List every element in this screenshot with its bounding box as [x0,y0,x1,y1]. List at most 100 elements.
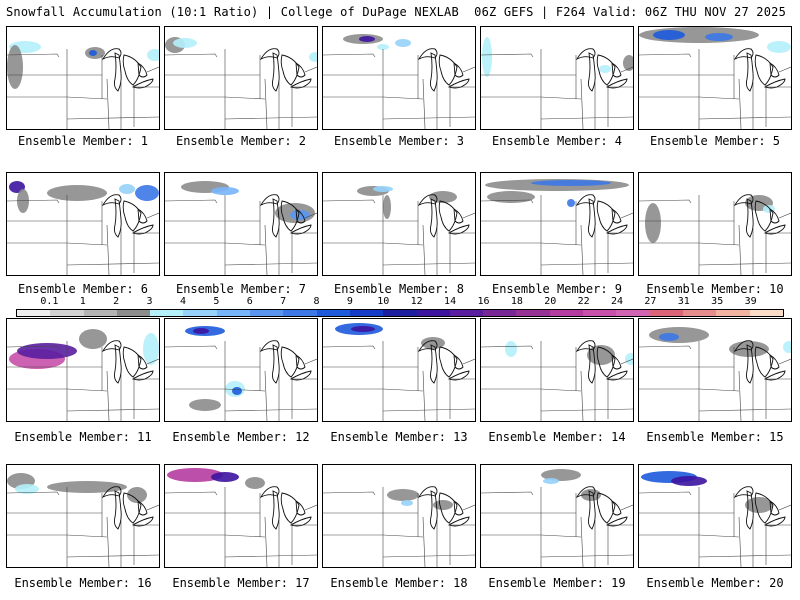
state-border [620,358,633,365]
state-border [304,358,317,365]
ensemble-member-label: Ensemble Member: 12 [172,430,310,444]
state-border [382,554,475,558]
great-lakes-outline [605,516,628,527]
state-border [66,534,108,538]
great-lakes-outline [280,200,300,232]
snowfall-area [625,353,633,365]
great-lakes-outline [769,62,780,78]
colorbar-tick-label: 2 [113,296,120,307]
state-border [304,212,317,219]
great-lakes-outline [417,48,438,61]
state-border [304,504,317,511]
snowfall-area [119,184,135,194]
great-lakes-outline [769,354,780,370]
colorbar-labels: 0.1 1 2 3 4 5 6 7 8 9 10 12 14 16 18 20 22 24 27 31 35 39 [0,296,800,310]
great-lakes-outline [131,516,154,527]
great-lakes-outline [754,200,774,232]
colorbar-tick-label: 7 [280,296,287,307]
great-lakes-outline [131,224,154,235]
colorbar-swatch [749,310,783,316]
state-border [462,66,475,73]
great-lakes-outline [259,340,280,353]
member-map-panel [164,318,318,422]
member-map-panel [480,318,634,422]
colorbar-swatch [316,310,350,316]
snowfall-area [173,38,197,48]
state-border [580,78,584,129]
great-lakes-outline [101,486,122,499]
state-border [540,262,633,266]
state-border [580,516,584,567]
member-snowfall-map [323,323,475,421]
colorbar-tick-label: 31 [677,296,690,307]
member-map-panel [638,464,792,568]
colorbar-swatch [17,310,51,316]
member-map-panel [322,464,476,568]
ensemble-member-label: Ensemble Member: 1 [17,134,149,148]
great-lakes-outline [122,346,142,378]
great-lakes-outline [596,54,616,86]
state-border [304,66,317,73]
great-lakes-outline [113,198,122,238]
ensemble-member-label: Ensemble Member: 2 [175,134,307,148]
great-lakes-outline [137,62,148,78]
state-border [382,116,475,120]
snowfall-area [47,185,107,201]
ensemble-member-label: Ensemble Member: 15 [646,430,784,444]
state-border [66,96,108,100]
state-border [481,491,534,496]
member-snowfall-map [639,327,791,421]
member-snowfall-map [639,27,791,129]
state-border [382,242,424,246]
snowfall-area [671,476,707,486]
member-snowfall-map [7,181,159,275]
snowfall-area [143,333,159,365]
snowfall-area [211,472,239,482]
great-lakes-outline [763,370,786,381]
state-border [462,504,475,511]
snowfall-area [659,333,679,341]
great-lakes-outline [611,208,622,224]
snowfall-area [127,487,147,503]
great-lakes-outline [280,346,300,378]
great-lakes-outline [611,500,622,516]
great-lakes-outline [137,500,148,516]
colorbar-tick-label: 24 [611,296,624,307]
great-lakes-outline [271,52,280,92]
state-border [66,388,108,392]
colorbar-tick-label: 9 [346,296,353,307]
great-lakes-outline [587,52,596,92]
colorbar-swatch [150,310,184,316]
state-border [66,242,108,246]
great-lakes-outline [271,198,280,238]
state-border [264,224,268,275]
great-lakes-outline [137,208,148,224]
colorbar-swatch [116,310,151,316]
great-lakes-outline [596,492,616,524]
state-border [66,116,159,120]
colorbar-tick-label: 8 [313,296,320,307]
snowfall-area [487,191,535,203]
state-border [698,242,740,246]
state-border [224,554,317,558]
great-lakes-outline [745,344,754,384]
state-border [422,78,426,129]
state-border [540,554,633,558]
state-border [264,370,268,421]
great-lakes-outline [587,198,596,238]
great-lakes-outline [447,516,470,527]
great-lakes-outline [438,346,458,378]
state-border [462,358,475,365]
great-lakes-outline [733,340,754,353]
state-border [165,345,218,350]
state-border [224,116,317,120]
great-lakes-outline [289,78,312,89]
snowfall-area [653,30,685,40]
colorbar-tick-label: 18 [510,296,523,307]
state-border [639,491,692,496]
state-border [165,491,218,496]
state-border [698,408,791,412]
colorbar-tick-label: 6 [246,296,253,307]
member-snowfall-map [639,194,791,275]
state-border [106,78,110,129]
